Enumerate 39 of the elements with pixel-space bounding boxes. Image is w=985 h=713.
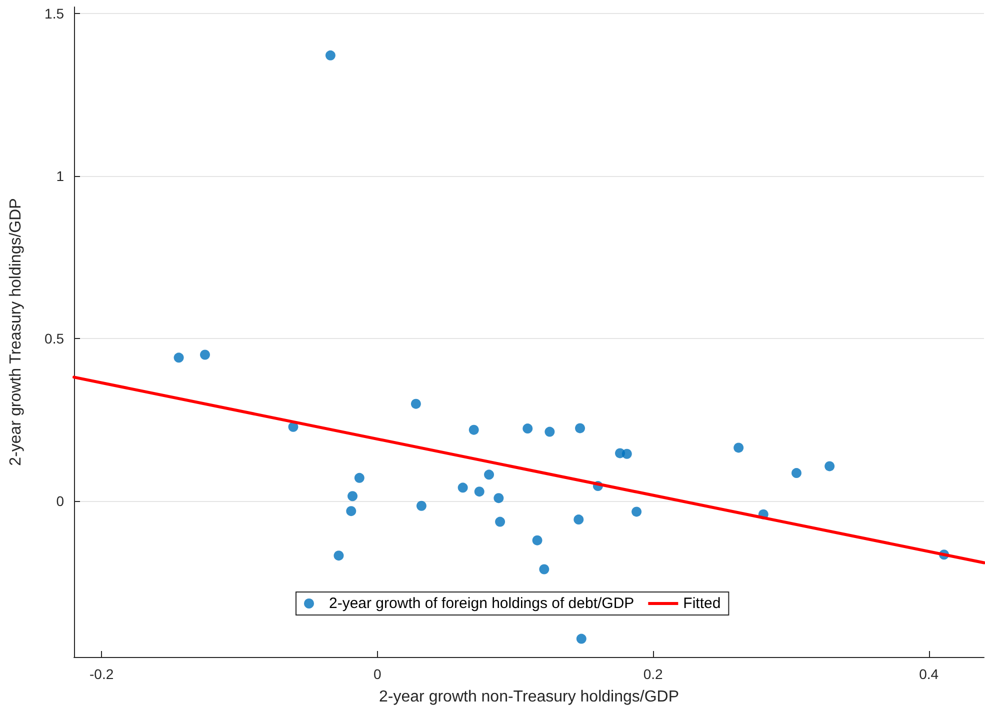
x-tick-label: -0.2 (90, 666, 114, 682)
point (334, 550, 344, 561)
point (522, 424, 533, 434)
legend-label: 2-year growth of foreign holdings of debt/GDP (329, 595, 634, 612)
y-tick-label: 1.5 (44, 6, 64, 22)
point (544, 426, 555, 437)
point (468, 424, 479, 435)
point (416, 500, 426, 511)
point (532, 535, 542, 546)
point (791, 468, 802, 478)
point (494, 493, 504, 504)
point (484, 470, 494, 480)
legend-label: Fitted (683, 595, 721, 612)
x-tick-label: 0.2 (643, 666, 664, 682)
y-tick-label: 1 (56, 168, 64, 184)
y-tick-label: 0.5 (44, 330, 64, 346)
point (458, 482, 468, 493)
y-axis-title: 2-year growth Treasury holdings/GDP (8, 198, 24, 466)
point (174, 352, 184, 363)
point (824, 461, 835, 472)
point (734, 442, 744, 453)
point (474, 486, 484, 497)
point (325, 50, 336, 60)
point (575, 423, 586, 434)
point (354, 472, 364, 483)
x-tick-label: 0 (373, 666, 382, 682)
point (574, 514, 584, 525)
y-tick-label: 0 (56, 493, 64, 509)
point (576, 634, 586, 644)
point (539, 564, 550, 574)
point (495, 516, 506, 527)
point (622, 448, 632, 459)
point (348, 491, 358, 502)
point (200, 350, 210, 360)
point (632, 506, 642, 517)
point (346, 506, 356, 516)
x-axis-title: 2-year growth non-Treasury holdings/GDP (379, 688, 679, 706)
point (410, 398, 421, 409)
x-tick-label: 0.4 (919, 666, 939, 682)
